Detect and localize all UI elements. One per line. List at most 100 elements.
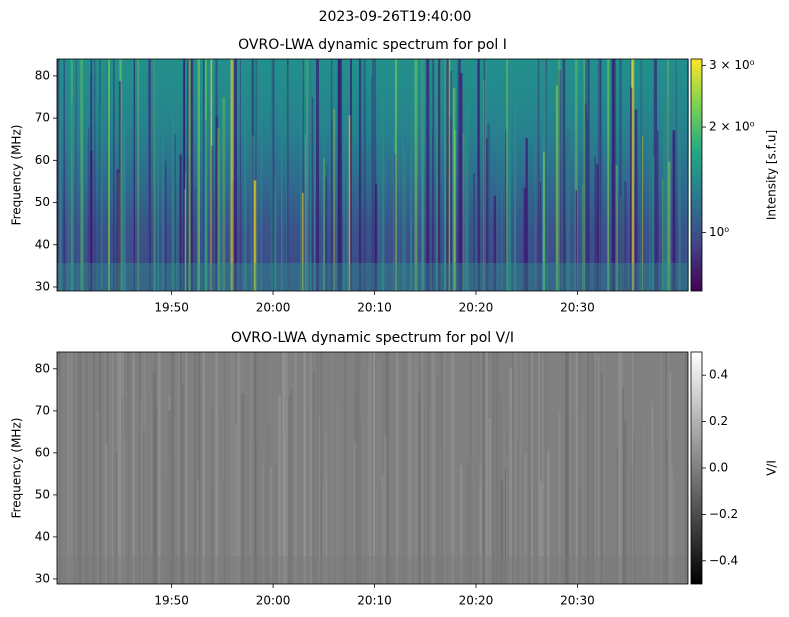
colorbar-tick-label: −0.4 bbox=[709, 553, 738, 567]
spectrum-stripe bbox=[215, 59, 218, 291]
spectrum-stripe bbox=[280, 59, 283, 291]
spectrum-stripe bbox=[301, 192, 304, 291]
spectrum-stripe bbox=[398, 59, 400, 291]
spectrum-stripe bbox=[616, 447, 619, 584]
spectrum-stripe bbox=[311, 97, 314, 292]
spectrum-stripe bbox=[446, 59, 449, 291]
spectrum-stripe bbox=[287, 352, 288, 584]
spectrum-stripe bbox=[179, 154, 182, 291]
spectrum-stripe bbox=[611, 59, 615, 291]
spectrum-stripe bbox=[587, 352, 590, 584]
colorbar-tick-label: 10⁰ bbox=[709, 225, 729, 239]
spectrum-stripe bbox=[382, 114, 385, 291]
spectrum-stripe bbox=[402, 59, 404, 291]
spectrum-stripe bbox=[506, 454, 509, 584]
spectrum-stripe bbox=[87, 127, 90, 291]
spectrum-stripe bbox=[671, 467, 673, 584]
spectrum-stripe bbox=[81, 59, 85, 291]
spectrum-stripe bbox=[168, 410, 171, 584]
spectrum-stripe bbox=[249, 352, 252, 584]
spectrum-stripe bbox=[73, 352, 75, 584]
spectrum-stripe bbox=[310, 414, 312, 584]
spectrum-stripe bbox=[316, 59, 319, 291]
spectrum-stripe bbox=[350, 59, 352, 291]
spectrum-stripe bbox=[113, 59, 115, 291]
colorbar bbox=[690, 351, 703, 585]
spectrum-stripe bbox=[393, 134, 395, 291]
y-tick-label: 50 bbox=[35, 195, 50, 209]
spectrum-stripe bbox=[313, 59, 316, 291]
spectrum-stripe bbox=[483, 352, 486, 584]
spectrum-stripe bbox=[275, 464, 277, 584]
spectrum-stripe bbox=[420, 365, 422, 584]
spectrum-stripe bbox=[472, 174, 476, 291]
spectrum-stripe bbox=[254, 352, 257, 584]
spectrum-stripe bbox=[256, 59, 259, 291]
y-tick-label: 60 bbox=[35, 153, 50, 167]
spectrum-stripe bbox=[575, 352, 578, 584]
spectrum-stripe bbox=[324, 433, 328, 584]
spectrum-stripe bbox=[285, 64, 289, 291]
spectrum-stripe bbox=[651, 401, 654, 584]
spectrum-stripe bbox=[569, 352, 572, 584]
spectrum-stripe bbox=[599, 59, 602, 291]
spectrum-stripe bbox=[223, 412, 225, 584]
spectrum-stripe bbox=[488, 183, 490, 291]
spectrum-stripe bbox=[367, 352, 370, 584]
spectrum-stripe bbox=[222, 481, 226, 584]
spectrum-stripe bbox=[458, 59, 461, 291]
spectrum-stripe bbox=[479, 482, 482, 584]
spectrum-stripe bbox=[428, 352, 432, 584]
spectrum-stripe bbox=[202, 352, 205, 584]
spectrum-stripe bbox=[239, 59, 241, 291]
spectrum-stripe bbox=[615, 164, 618, 291]
spectrum-stripe bbox=[182, 383, 184, 584]
spectrum-stripe bbox=[173, 134, 176, 291]
spectrum-stripe bbox=[378, 59, 381, 291]
spectrum-stripe bbox=[590, 352, 593, 584]
spectrum-stripe bbox=[620, 197, 622, 291]
spectrum-stripe bbox=[108, 352, 111, 584]
spectrum-stripe bbox=[546, 73, 548, 292]
spectrum-stripe bbox=[270, 467, 272, 584]
plot-title: OVRO-LWA dynamic spectrum for pol I bbox=[238, 37, 507, 53]
y-tick-label: 70 bbox=[35, 111, 50, 125]
spectrum-stripe bbox=[317, 416, 321, 584]
spectrum-stripe bbox=[222, 97, 226, 291]
spectrum-stripe bbox=[479, 462, 481, 584]
spectrum-stripe bbox=[432, 352, 436, 584]
spectrum-stripe bbox=[197, 480, 200, 584]
spectrum-stripe bbox=[311, 352, 313, 584]
spectrum-stripe bbox=[450, 71, 453, 291]
y-axis-label: Frequency (MHz) bbox=[10, 125, 24, 226]
spectrum-stripe bbox=[231, 352, 233, 584]
spectrum-stripe bbox=[182, 59, 186, 291]
spectrum-stripe bbox=[396, 352, 398, 584]
spectrum-stripe bbox=[528, 352, 531, 584]
spectrum-stripe bbox=[442, 352, 446, 584]
spectrum-stripe bbox=[360, 420, 361, 584]
spectrum-stripe bbox=[241, 393, 244, 584]
spectrum-stripe bbox=[469, 352, 471, 584]
spectrum-stripe bbox=[80, 59, 83, 291]
spectrum-stripe bbox=[237, 352, 241, 584]
spectrum-stripe bbox=[414, 352, 418, 584]
x-tick-label: 20:00 bbox=[256, 594, 291, 608]
spectrum-stripe bbox=[657, 130, 659, 291]
spectrum-stripe bbox=[323, 157, 325, 291]
spectrum-stripe bbox=[415, 59, 418, 291]
y-tick-label: 40 bbox=[35, 237, 50, 251]
spectrum-stripe bbox=[481, 352, 485, 584]
spectrum-stripe bbox=[477, 59, 480, 291]
spectrum-stripe bbox=[582, 182, 584, 291]
spectrum-stripe bbox=[294, 352, 298, 584]
spectrum-stripe bbox=[493, 195, 496, 291]
spectrum-stripe bbox=[171, 59, 175, 291]
spectrum-stripe bbox=[613, 59, 616, 291]
spectrum-stripe bbox=[566, 59, 570, 291]
spectrum-stripe bbox=[188, 59, 191, 291]
x-tick-label: 20:30 bbox=[560, 594, 595, 608]
spectrum-stripe bbox=[278, 395, 281, 584]
spectrum-stripe bbox=[652, 156, 655, 291]
spectrum-stripe bbox=[260, 59, 262, 291]
